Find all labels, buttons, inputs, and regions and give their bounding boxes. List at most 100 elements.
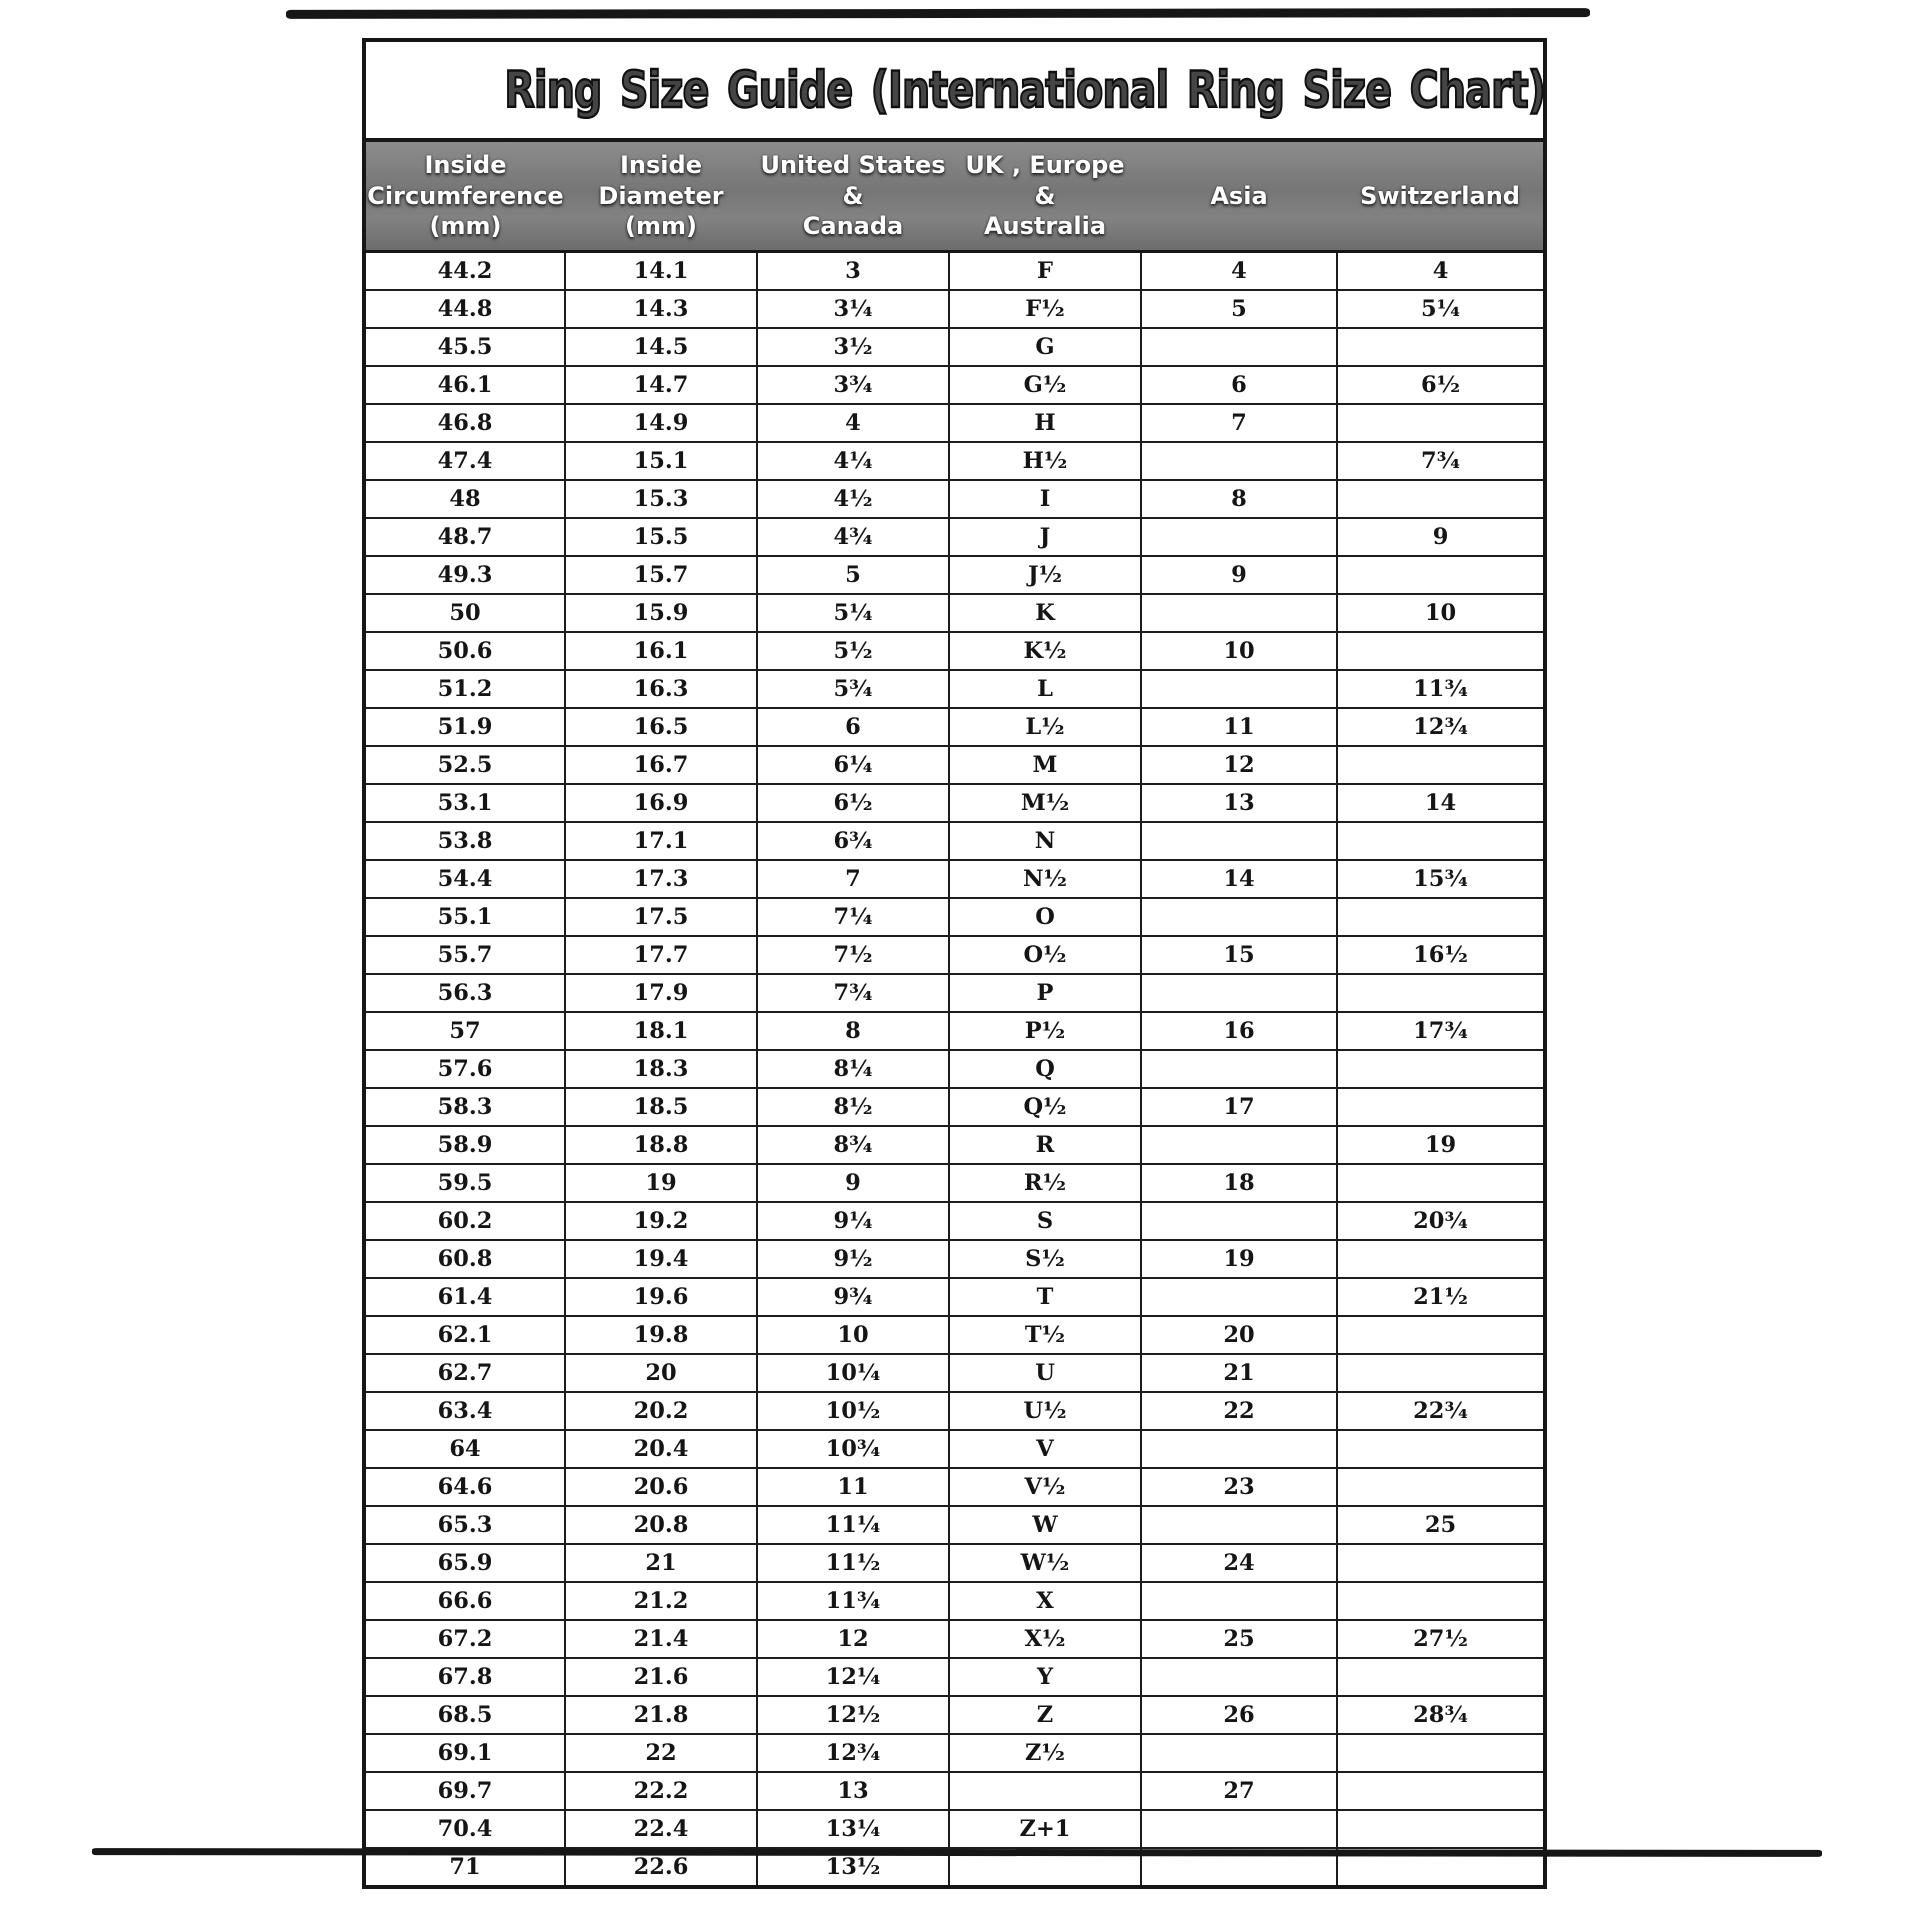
cell-us_canada: 8: [756, 1011, 950, 1051]
cell-inside_diameter_mm: 21.2: [564, 1581, 758, 1621]
cell-switzerland: [1335, 1429, 1547, 1469]
cell-inside_circumference_mm: 56.3: [363, 973, 566, 1013]
cell-us_canada: 11¼: [756, 1505, 950, 1545]
cell-uk_europe_australia: Z+1: [948, 1809, 1142, 1849]
cell-inside_diameter_mm: 19.2: [564, 1201, 758, 1241]
cell-switzerland: [1335, 745, 1547, 785]
table-row: 46.8 14.9 4 H 7: [363, 403, 1547, 443]
cell-inside_circumference_mm: 69.1: [363, 1733, 566, 1773]
cell-inside_circumference_mm: 64.6: [363, 1467, 566, 1507]
title-row: Ring Size Guide (International Ring Size…: [364, 40, 1547, 142]
table-row: 57 18.1 8 P½ 16 17¾: [363, 1011, 1547, 1051]
cell-inside_circumference_mm: 68.5: [363, 1695, 566, 1735]
cell-switzerland: 10: [1335, 593, 1547, 633]
cell-inside_diameter_mm: 14.7: [564, 365, 758, 405]
cell-uk_europe_australia: M: [948, 745, 1142, 785]
cell-inside_diameter_mm: 19: [564, 1163, 758, 1203]
cell-switzerland: 14: [1335, 783, 1547, 823]
cell-us_canada: 12: [756, 1619, 950, 1659]
cell-asia: 5: [1140, 289, 1338, 329]
cell-inside_diameter_mm: 20: [564, 1353, 758, 1393]
cell-asia: 10: [1140, 631, 1338, 671]
cell-inside_circumference_mm: 44.2: [363, 250, 566, 291]
cell-uk_europe_australia: T½: [948, 1315, 1142, 1355]
cell-uk_europe_australia: N: [948, 821, 1142, 861]
cell-switzerland: [1335, 1543, 1547, 1583]
cell-asia: 26: [1140, 1695, 1338, 1735]
cell-inside_diameter_mm: 15.9: [564, 593, 758, 633]
cell-uk_europe_australia: J½: [948, 555, 1142, 595]
cell-uk_europe_australia: Q: [948, 1049, 1142, 1089]
cell-inside_circumference_mm: 66.6: [363, 1581, 566, 1621]
cell-switzerland: 5¼: [1335, 289, 1547, 329]
cell-us_canada: 11: [756, 1467, 950, 1507]
cell-uk_europe_australia: P½: [948, 1011, 1142, 1051]
cell-switzerland: [1335, 555, 1547, 595]
cell-us_canada: 5¾: [756, 669, 950, 709]
cell-uk_europe_australia: L½: [948, 707, 1142, 747]
header-inside-diameter: Inside Diameter (mm): [565, 138, 757, 253]
cell-uk_europe_australia: P: [948, 973, 1142, 1013]
cell-uk_europe_australia: U½: [948, 1391, 1142, 1431]
table-row: 46.1 14.7 3¾ G½ 6 6½: [363, 365, 1547, 405]
cell-switzerland: 6½: [1335, 365, 1547, 405]
cell-inside_diameter_mm: 22.2: [564, 1771, 758, 1811]
cell-switzerland: [1335, 1771, 1547, 1811]
cell-inside_circumference_mm: 64: [363, 1429, 566, 1469]
table-row: 65.3 20.8 11¼ W 25: [363, 1505, 1547, 1545]
cell-inside_diameter_mm: 16.5: [564, 707, 758, 747]
cell-switzerland: [1335, 1049, 1547, 1089]
table-row: 67.2 21.4 12 X½ 25 27½: [363, 1619, 1547, 1659]
cell-inside_diameter_mm: 16.9: [564, 783, 758, 823]
cell-asia: [1140, 1429, 1338, 1469]
table-row: 59.5 19 9 R½ 18: [363, 1163, 1547, 1203]
cell-asia: 15: [1140, 935, 1338, 975]
cell-inside_circumference_mm: 52.5: [363, 745, 566, 785]
cell-us_canada: 6: [756, 707, 950, 747]
cell-us_canada: 9½: [756, 1239, 950, 1279]
cell-us_canada: 7: [756, 859, 950, 899]
table-row: 54.4 17.3 7 N½ 14 15¾: [363, 859, 1547, 899]
cell-inside_circumference_mm: 47.4: [363, 441, 566, 481]
cell-inside_diameter_mm: 19.6: [564, 1277, 758, 1317]
cell-us_canada: 10½: [756, 1391, 950, 1431]
table-row: 52.5 16.7 6¼ M 12: [363, 745, 1547, 785]
cell-us_canada: 5½: [756, 631, 950, 671]
cell-inside_circumference_mm: 49.3: [363, 555, 566, 595]
cell-inside_diameter_mm: 16.3: [564, 669, 758, 709]
table-row: 53.1 16.9 6½ M½ 13 14: [363, 783, 1547, 823]
table-row: 50.6 16.1 5½ K½ 10: [363, 631, 1547, 671]
cell-asia: [1140, 821, 1338, 861]
cell-us_canada: 4¾: [756, 517, 950, 557]
table-row: 64.6 20.6 11 V½ 23: [363, 1467, 1547, 1507]
cell-switzerland: 4: [1335, 250, 1547, 291]
cell-switzerland: [1335, 1657, 1547, 1697]
cell-asia: [1140, 1733, 1338, 1773]
cell-switzerland: [1335, 1315, 1547, 1355]
cell-switzerland: [1335, 1087, 1547, 1127]
cell-us_canada: 6½: [756, 783, 950, 823]
table-row: 66.6 21.2 11¾ X: [363, 1581, 1547, 1621]
cell-uk_europe_australia: V: [948, 1429, 1142, 1469]
cell-switzerland: [1335, 327, 1547, 367]
cell-uk_europe_australia: F: [948, 250, 1142, 291]
cell-asia: 22: [1140, 1391, 1338, 1431]
cell-asia: [1140, 1277, 1338, 1317]
cell-inside_diameter_mm: 15.1: [564, 441, 758, 481]
cell-inside_circumference_mm: 69.7: [363, 1771, 566, 1811]
cell-us_canada: 5¼: [756, 593, 950, 633]
cell-asia: 9: [1140, 555, 1338, 595]
cell-us_canada: 8¾: [756, 1125, 950, 1165]
cell-inside_diameter_mm: 17.7: [564, 935, 758, 975]
cell-us_canada: 7¾: [756, 973, 950, 1013]
cell-switzerland: 17¾: [1335, 1011, 1547, 1051]
table-row: 58.3 18.5 8½ Q½ 17: [363, 1087, 1547, 1127]
cell-inside_circumference_mm: 53.8: [363, 821, 566, 861]
cell-asia: 18: [1140, 1163, 1338, 1203]
cell-inside_diameter_mm: 20.2: [564, 1391, 758, 1431]
cell-asia: [1140, 1505, 1338, 1545]
cell-us_canada: 13¼: [756, 1809, 950, 1849]
cell-uk_europe_australia: F½: [948, 289, 1142, 329]
bottom-scan-rule: [91, 1848, 1823, 1857]
cell-us_canada: 12¾: [756, 1733, 950, 1773]
